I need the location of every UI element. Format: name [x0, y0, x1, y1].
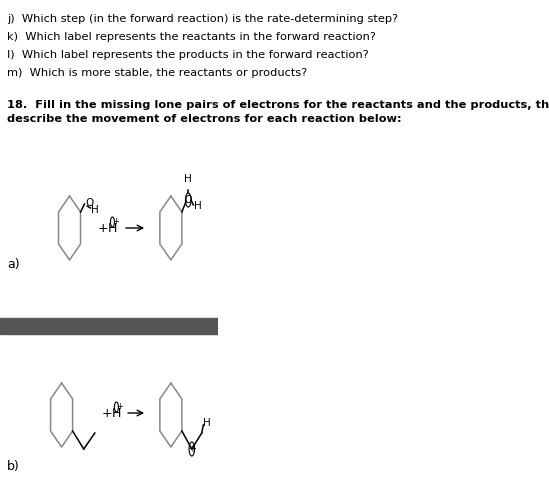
Text: H: H — [91, 205, 99, 215]
Text: H: H — [194, 201, 202, 211]
Text: describe the movement of electrons for each reaction below:: describe the movement of electrons for e… — [7, 114, 402, 124]
Text: H: H — [107, 221, 116, 235]
Text: H: H — [184, 174, 192, 184]
Text: a): a) — [7, 258, 20, 271]
Text: +: + — [188, 444, 196, 454]
Text: +: + — [97, 221, 108, 235]
Bar — [0, 318, 218, 334]
Text: O: O — [85, 198, 93, 208]
Text: +: + — [116, 402, 123, 411]
Text: H: H — [203, 418, 210, 428]
Text: O: O — [184, 195, 192, 205]
Text: b): b) — [7, 460, 20, 473]
Text: H: H — [111, 407, 121, 419]
Text: l)  Which label represents the products in the forward reaction?: l) Which label represents the products i… — [7, 50, 369, 60]
Text: 18.  Fill in the missing lone pairs of electrons for the reactants and the produ: 18. Fill in the missing lone pairs of el… — [7, 100, 549, 110]
Text: m)  Which is more stable, the reactants or products?: m) Which is more stable, the reactants o… — [7, 68, 307, 78]
Text: k)  Which label represents the reactants in the forward reaction?: k) Which label represents the reactants … — [7, 32, 376, 42]
Text: j)  Which step (in the forward reaction) is the rate-determining step?: j) Which step (in the forward reaction) … — [7, 14, 398, 24]
Text: +: + — [112, 216, 119, 225]
Text: +: + — [101, 407, 112, 419]
